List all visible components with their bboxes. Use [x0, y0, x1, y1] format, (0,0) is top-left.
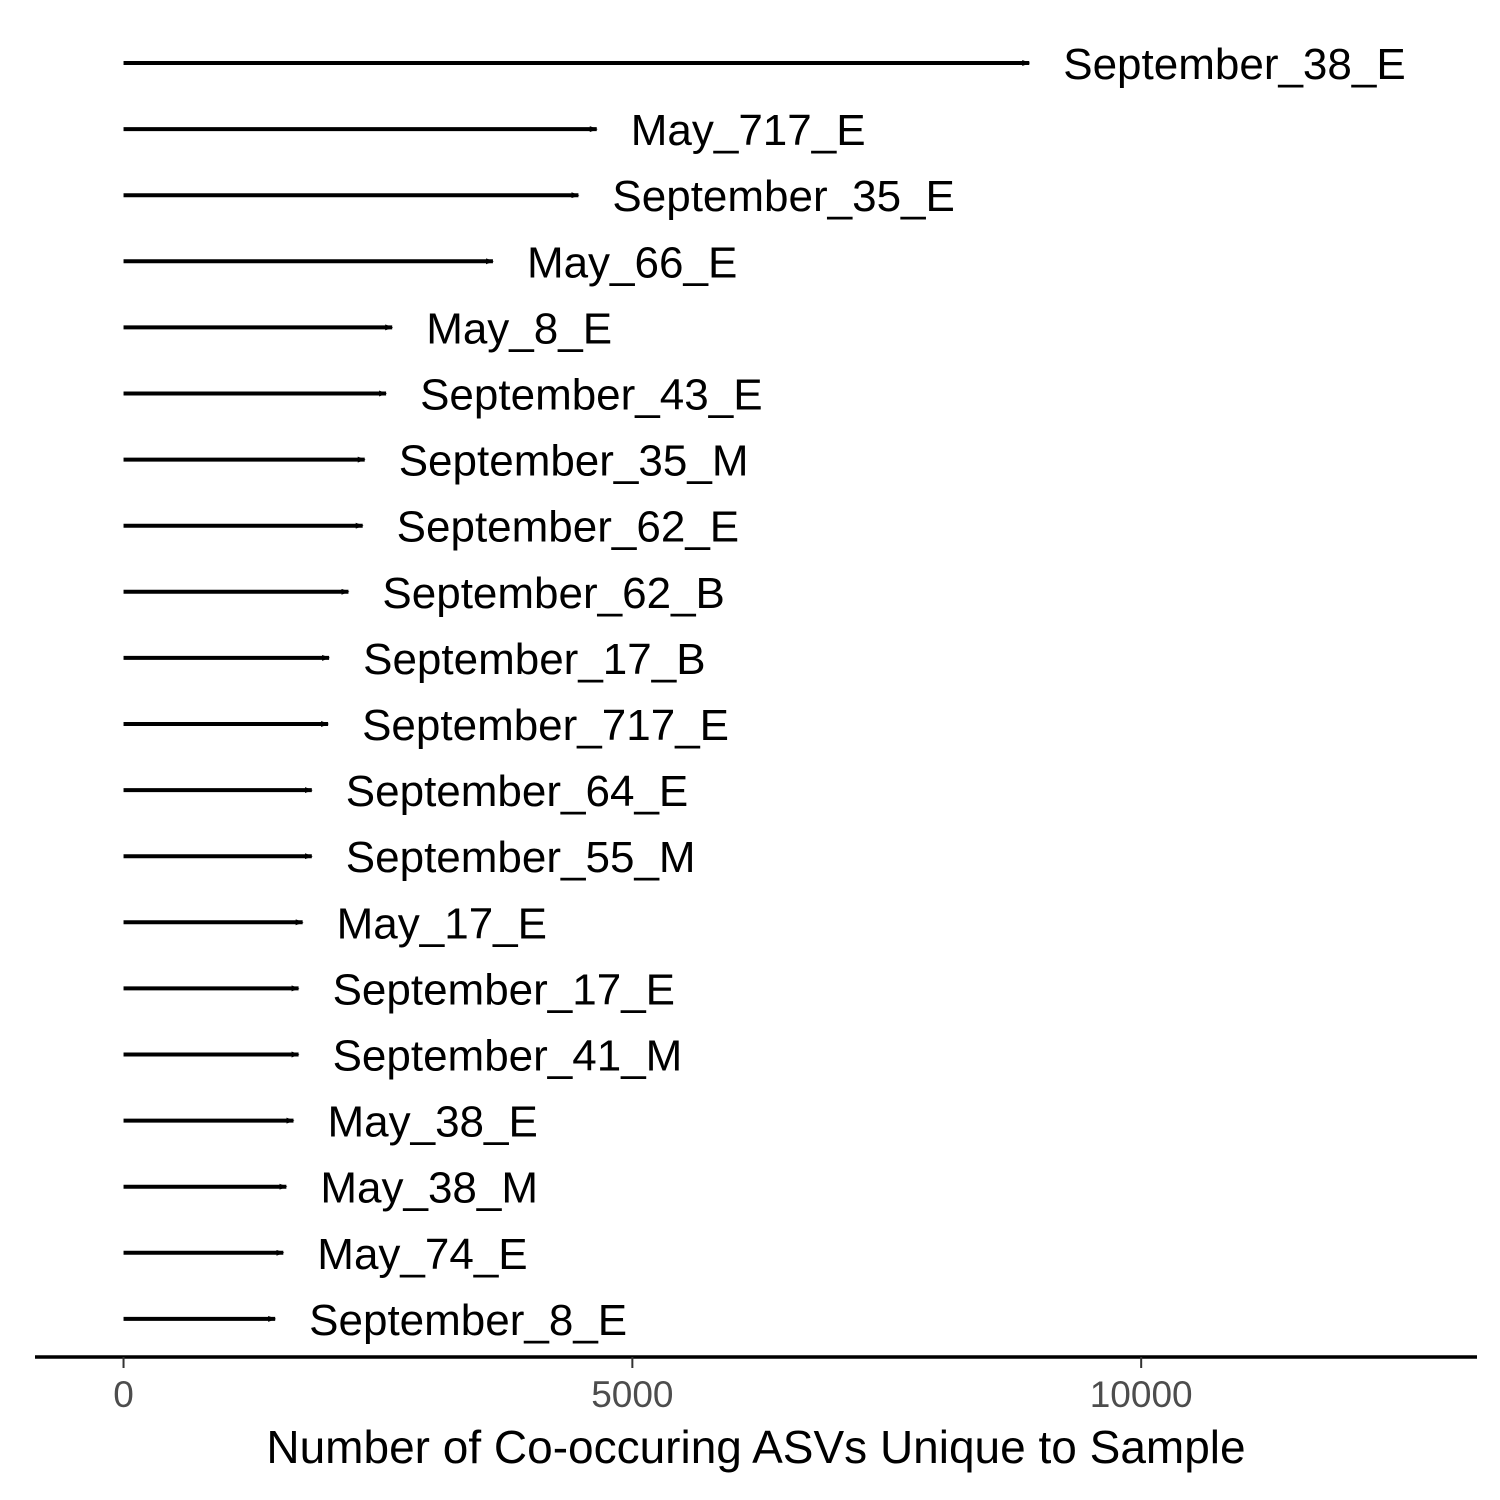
- x-tick-label: 0: [113, 1374, 134, 1415]
- bar-label: September_64_E: [346, 767, 688, 816]
- bar-label: May_17_E: [337, 899, 547, 948]
- bar-label: September_62_E: [397, 503, 739, 552]
- x-axis-title: Number of Co-occuring ASVs Unique to Sam…: [266, 1421, 1245, 1473]
- bar-label: May_717_E: [631, 106, 866, 155]
- bar-label: September_17_B: [363, 635, 705, 684]
- x-tick-label: 5000: [591, 1374, 673, 1415]
- x-axis-ticks: 0 5000 10000: [113, 1357, 1193, 1415]
- bars-group: September_38_E May_717_E September_35_E May…: [123, 40, 1406, 1345]
- bar-label: May_38_E: [327, 1098, 537, 1147]
- bar-label: May_8_E: [426, 304, 612, 353]
- x-tick-label: 10000: [1090, 1374, 1193, 1415]
- bar-label: September_17_E: [333, 965, 675, 1014]
- bar-label: September_35_E: [612, 172, 954, 221]
- bar-label: September_55_M: [346, 833, 696, 882]
- bar-label: May_74_E: [317, 1230, 527, 1279]
- bar-label: September_43_E: [420, 371, 762, 420]
- bar-label: September_38_E: [1063, 40, 1405, 89]
- bar-label: September_35_M: [399, 437, 749, 486]
- bar-label: September_41_M: [333, 1032, 683, 1081]
- bar-label: May_66_E: [527, 238, 737, 287]
- bar-label: September_717_E: [362, 701, 729, 750]
- bar-label: May_38_M: [320, 1164, 538, 1213]
- bar-label: September_62_B: [382, 569, 724, 618]
- bar-label: September_8_E: [309, 1296, 627, 1345]
